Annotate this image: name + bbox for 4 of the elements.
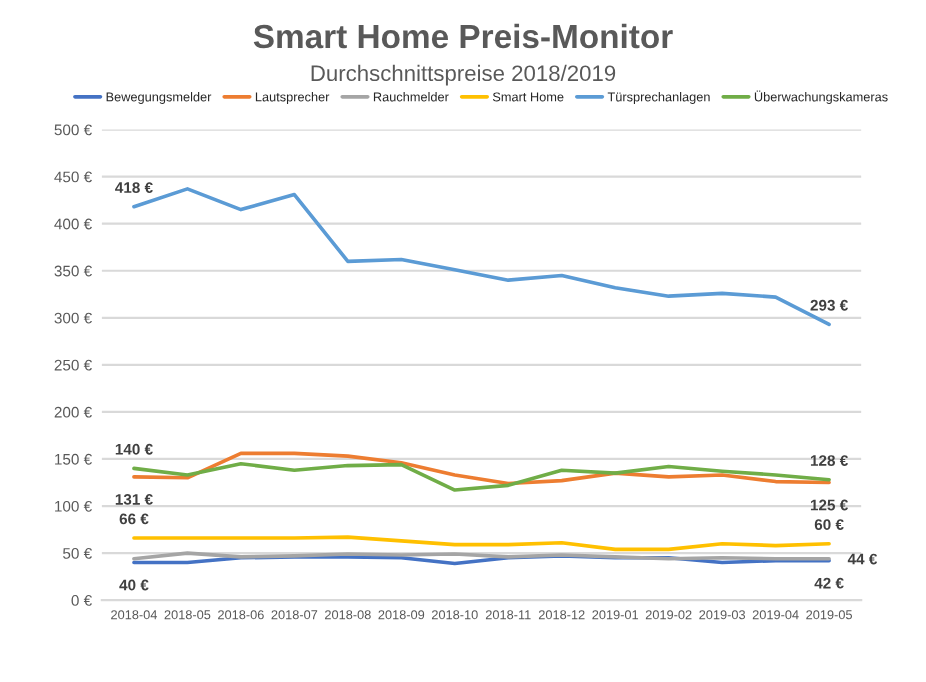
chart-subtitle: Durchschnittspreise 2018/2019 xyxy=(311,64,616,86)
line-series xyxy=(132,451,831,486)
line-series xyxy=(132,535,831,552)
chart-title: Smart Home Preis-Monitor xyxy=(253,23,673,49)
